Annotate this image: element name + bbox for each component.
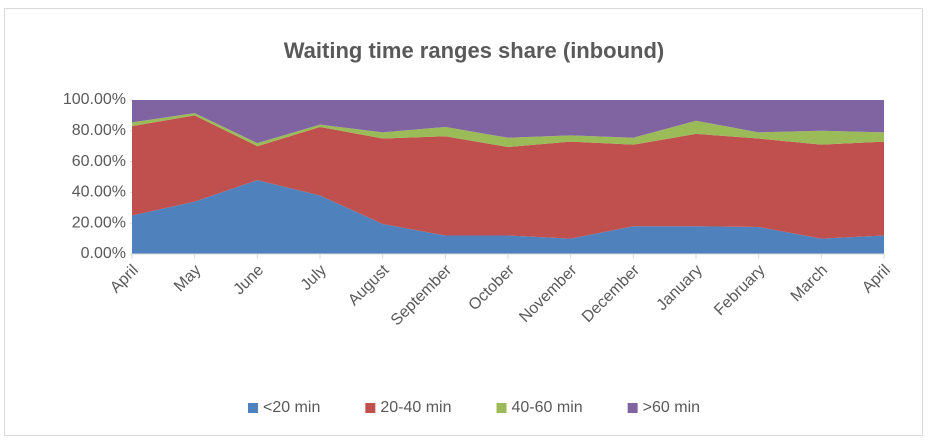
legend-label: 20-40 min bbox=[380, 399, 451, 416]
legend-swatch bbox=[627, 403, 638, 413]
y-tick-label: 80.00% bbox=[72, 122, 126, 139]
chart-title: Waiting time ranges share (inbound) bbox=[284, 38, 665, 63]
y-tick-label: 20.00% bbox=[72, 214, 126, 231]
area bbox=[132, 113, 884, 147]
area bbox=[132, 115, 884, 239]
legend-label: >60 min bbox=[643, 399, 700, 416]
legend-swatch bbox=[365, 403, 376, 413]
legend-label: 40-60 min bbox=[512, 399, 583, 416]
legend-label: <20 min bbox=[263, 399, 320, 416]
legend: <20 min 20-40 min 40-60 min >60 min bbox=[247, 399, 700, 416]
y-tick-label: 100.00% bbox=[63, 91, 126, 108]
y-tick-label: 40.00% bbox=[72, 184, 126, 201]
legend-swatch bbox=[496, 403, 507, 413]
area bbox=[132, 100, 884, 144]
legend-swatch bbox=[247, 403, 258, 413]
y-tick-label: 0.00% bbox=[81, 245, 126, 262]
area bbox=[132, 180, 884, 254]
y-tick-label: 60.00% bbox=[72, 153, 126, 170]
